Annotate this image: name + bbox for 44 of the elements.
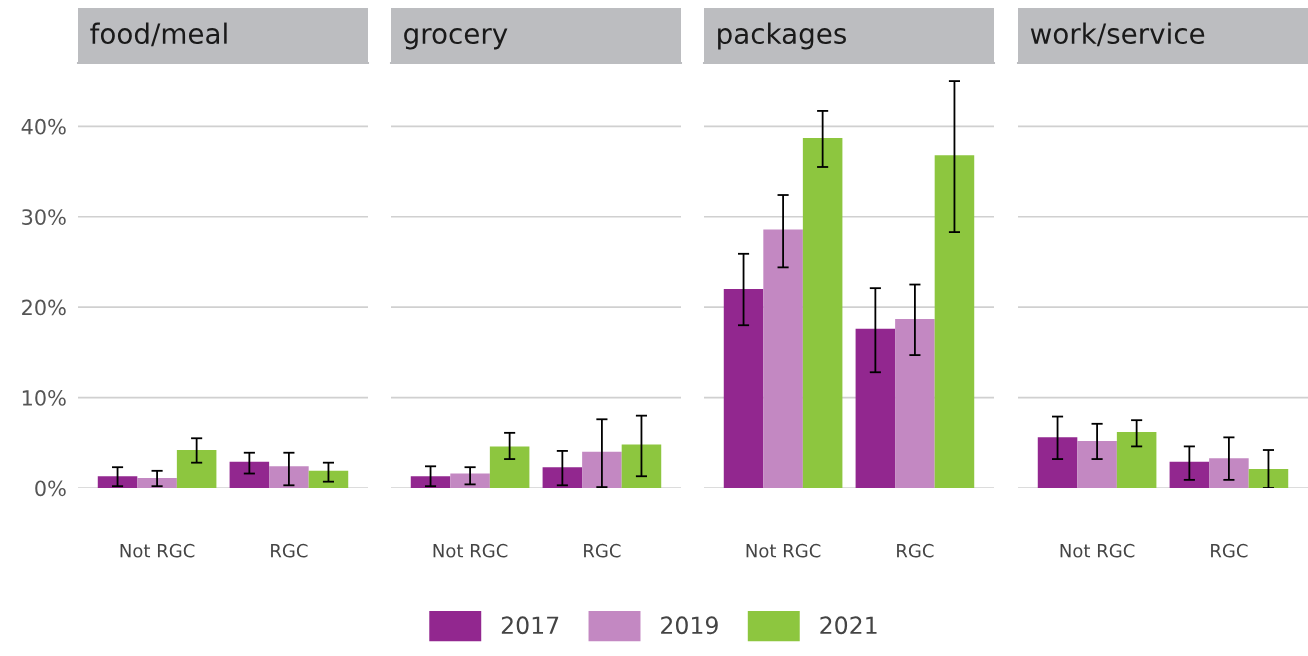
bar <box>855 328 896 488</box>
bar <box>229 461 270 488</box>
legend-label: 2017 <box>501 616 559 635</box>
bar <box>97 476 138 488</box>
bar <box>410 476 451 488</box>
bar <box>269 466 309 488</box>
y-tick-label: 40% <box>21 118 66 135</box>
x-tick-label: RGC <box>584 543 621 558</box>
chart-title: grocery <box>404 28 508 50</box>
bar <box>763 229 803 488</box>
bar <box>450 473 490 488</box>
bar <box>489 446 530 488</box>
bar <box>542 467 583 488</box>
bar <box>934 155 975 488</box>
y-tick-label: 0% <box>35 480 66 497</box>
bar <box>1209 458 1249 488</box>
x-tick-label: RGC <box>271 543 308 558</box>
chart-title: packages <box>718 22 846 50</box>
y-tick-label: 10% <box>22 390 66 406</box>
bar <box>1077 440 1117 488</box>
bar <box>895 318 935 488</box>
bar <box>1037 437 1078 488</box>
x-tick-label: RGC <box>897 543 934 558</box>
y-tick-label: 30% <box>22 209 66 225</box>
chart-title: work/service <box>1030 22 1205 47</box>
bar <box>802 138 843 488</box>
bar <box>621 444 662 488</box>
bar <box>723 289 764 488</box>
bar <box>1169 461 1210 488</box>
bar <box>1116 431 1157 488</box>
x-tick-label: Not RGC <box>120 543 195 558</box>
bar <box>308 470 349 488</box>
x-tick-label: Not RGC <box>746 543 821 558</box>
chart-title: food/meal <box>90 22 227 47</box>
legend-label: 2019 <box>661 616 718 635</box>
x-tick-label: Not RGC <box>433 543 508 558</box>
y-tick-label: 20% <box>22 299 66 316</box>
legend-label: 2021 <box>820 616 877 635</box>
x-tick-label: RGC <box>1211 543 1248 558</box>
bar <box>582 451 622 488</box>
x-tick-label: Not RGC <box>1060 543 1135 558</box>
bar <box>176 450 217 488</box>
bar <box>137 478 177 488</box>
bar <box>1248 469 1289 488</box>
